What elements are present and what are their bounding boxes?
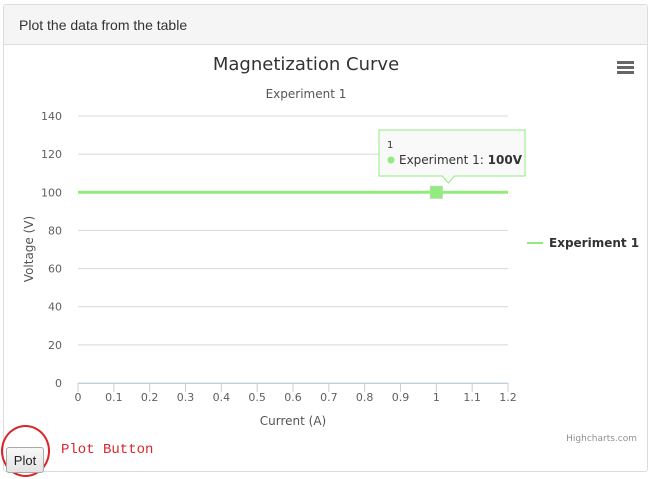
tooltip-value: 100V xyxy=(488,153,523,167)
x-tick-label: 0.5 xyxy=(248,391,266,404)
x-tick-label: 1.2 xyxy=(499,391,517,404)
context-menu-button[interactable] xyxy=(614,58,636,76)
tooltip-header: 1 xyxy=(387,140,393,151)
x-tick-label: 0.7 xyxy=(320,391,338,404)
x-tick-label: 0.6 xyxy=(284,391,302,404)
x-tick-label: 0 xyxy=(75,391,82,404)
y-tick-label: 140 xyxy=(41,110,62,123)
plot-button-annotation: Plot Button xyxy=(61,442,154,458)
plot-panel: Plot the data from the table xyxy=(3,4,648,472)
y-tick-label: 20 xyxy=(48,339,62,352)
tooltip-text: Experiment 1: 100V xyxy=(399,153,523,167)
series-layer xyxy=(78,185,508,199)
tooltip: 1 Experiment 1: 100V xyxy=(378,129,526,184)
credits-link[interactable]: Highcharts.com xyxy=(566,434,637,444)
x-tick-label: 0.9 xyxy=(392,391,410,404)
x-tick-label: 0.1 xyxy=(105,391,123,404)
x-tick-label: 0.3 xyxy=(177,391,195,404)
y-tick-label: 40 xyxy=(48,301,62,314)
x-tick-label: 0.8 xyxy=(356,391,374,404)
x-tick-label: 1 xyxy=(433,391,440,404)
x-tick-label: 0.2 xyxy=(141,391,159,404)
x-tick-label: 1.1 xyxy=(463,391,481,404)
y-tick-label: 100 xyxy=(41,186,62,199)
y-axis-label: Voltage (V) xyxy=(22,216,36,282)
y-tick-label: 0 xyxy=(55,377,62,390)
tooltip-series-name: Experiment 1: xyxy=(399,153,488,167)
chart-title: Magnetization Curve xyxy=(213,54,399,75)
x-tick-label: 0.4 xyxy=(213,391,231,404)
chart-subtitle: Experiment 1 xyxy=(266,87,347,101)
hover-point-marker[interactable] xyxy=(429,185,443,199)
panel-heading: Plot the data from the table xyxy=(4,5,647,45)
legend[interactable]: Experiment 1 xyxy=(527,236,639,250)
y-tick-label: 80 xyxy=(48,224,62,237)
tooltip-series-dot xyxy=(387,156,395,164)
plot-button[interactable]: Plot xyxy=(6,447,44,473)
hamburger-menu-icon[interactable] xyxy=(617,61,634,74)
x-axis-label: Current (A) xyxy=(260,414,326,428)
y-tick-label: 60 xyxy=(48,263,62,276)
tooltip-box xyxy=(378,129,526,184)
axes: 0 20 40 60 80 100 120 140 0 0.1 0.2 0.3 0.4 0.5 0.6 0.7… xyxy=(41,110,517,404)
y-tick-label: 120 xyxy=(41,148,62,161)
legend-item-experiment-1[interactable]: Experiment 1 xyxy=(549,236,639,250)
